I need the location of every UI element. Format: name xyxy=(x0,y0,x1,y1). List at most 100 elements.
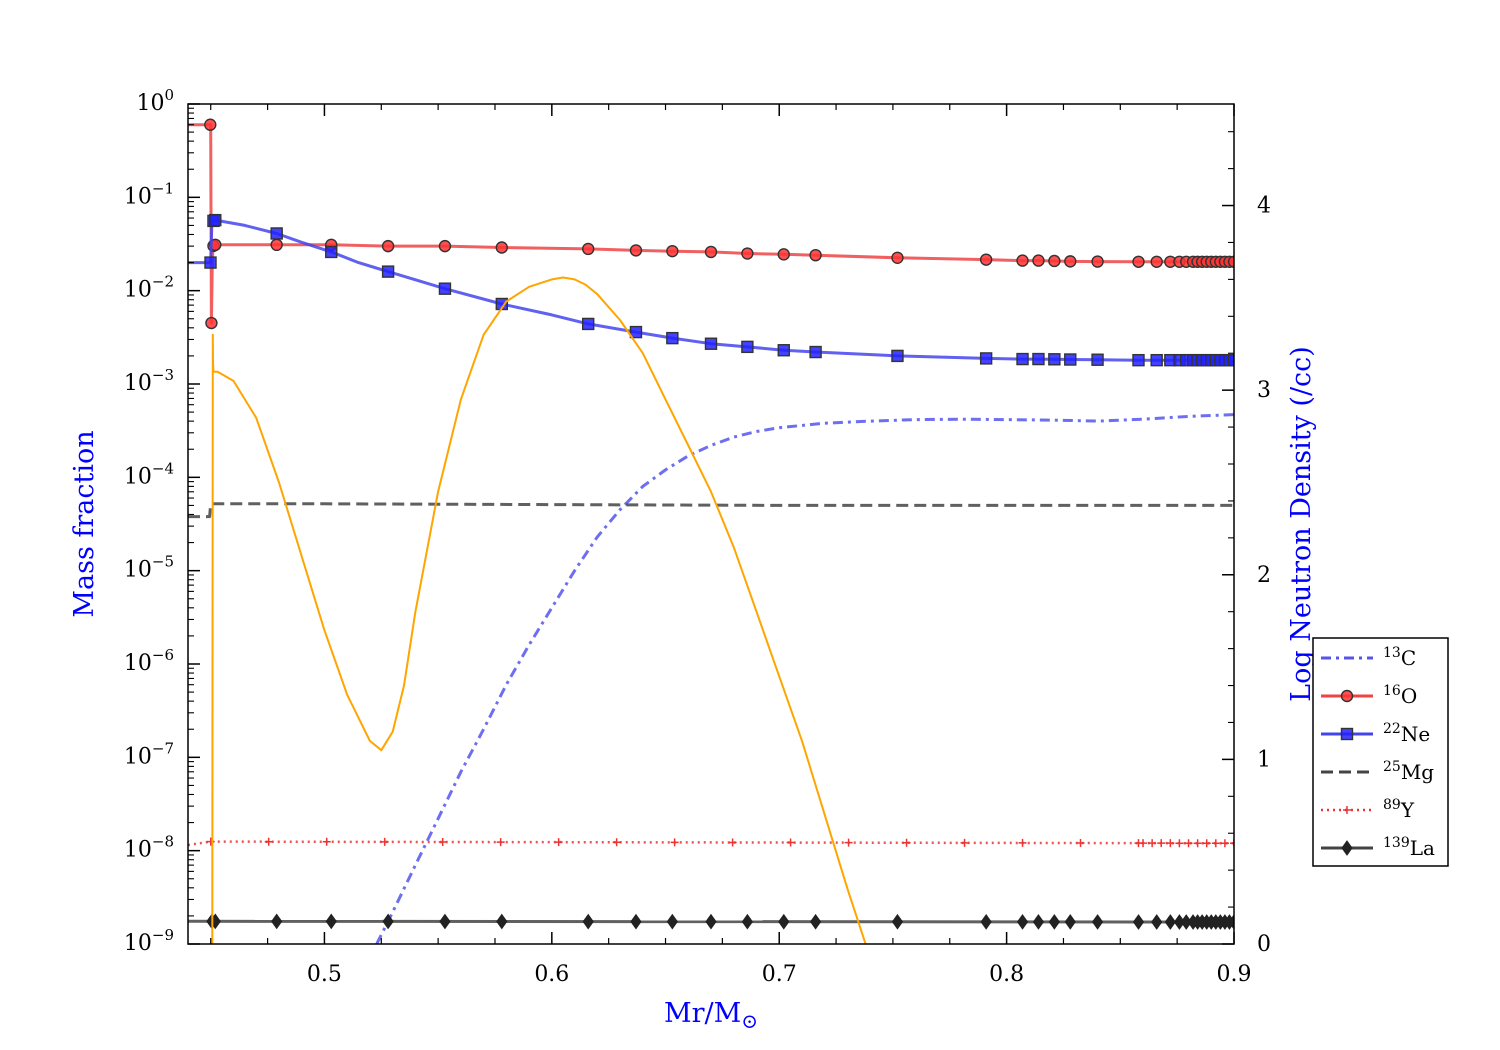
legend-entry: 139La xyxy=(1321,835,1435,860)
legend-entry: 22Ne xyxy=(1321,721,1430,746)
data-point xyxy=(1227,353,1234,367)
legend-label: 25Mg xyxy=(1383,759,1434,784)
data-point xyxy=(629,244,643,257)
data-point xyxy=(438,239,452,253)
data-point xyxy=(1091,255,1104,268)
data-point xyxy=(630,913,642,930)
data-point xyxy=(325,913,337,930)
data-point xyxy=(891,251,904,264)
data-point xyxy=(1211,839,1220,848)
data-point xyxy=(1151,914,1163,930)
data-point xyxy=(980,913,992,930)
data-point xyxy=(979,253,993,266)
data-point xyxy=(1150,255,1163,268)
x-tick-label: 0.5 xyxy=(307,962,342,987)
data-point xyxy=(270,238,283,252)
y2-axis-title: Log Neutron Density (/cc) xyxy=(1286,346,1317,702)
data-point xyxy=(777,344,790,357)
y-tick-label: 10−1 xyxy=(124,179,174,209)
y-tick-label: 10−6 xyxy=(124,646,174,676)
legend-label: 16O xyxy=(1383,683,1417,708)
series-13C xyxy=(375,413,1234,945)
data-point xyxy=(705,913,717,930)
y-tick-label: 10−5 xyxy=(124,553,174,583)
data-point xyxy=(1150,353,1163,367)
data-point xyxy=(809,913,822,930)
legend-label: 139La xyxy=(1383,835,1435,860)
y-axis-title: Mass fraction xyxy=(69,430,100,617)
legend-label: 89Y xyxy=(1383,797,1415,822)
data-point xyxy=(1157,839,1166,848)
data-point xyxy=(666,913,678,930)
y-tick-label: 10−2 xyxy=(124,273,174,303)
data-point xyxy=(902,838,911,847)
x-axis-title: Mr/M⊙ xyxy=(664,998,758,1033)
data-point xyxy=(786,838,795,847)
series-89Y xyxy=(188,837,1234,848)
data-point xyxy=(496,838,505,847)
data-point xyxy=(741,340,754,354)
data-point xyxy=(960,838,969,847)
series-25Mg xyxy=(188,502,1234,519)
y-tick-label: 10−4 xyxy=(124,459,174,489)
data-point xyxy=(1220,839,1229,848)
data-point xyxy=(382,913,394,930)
y2-tick-label: 2 xyxy=(1257,563,1271,588)
data-point xyxy=(204,256,217,269)
data-point xyxy=(1048,914,1060,930)
y-tick-label: 100 xyxy=(136,86,174,116)
legend-marker xyxy=(1340,727,1354,741)
data-point xyxy=(554,838,563,847)
data-point xyxy=(1016,914,1029,930)
series-22Ne xyxy=(188,213,1234,367)
data-point xyxy=(271,913,283,930)
data-point xyxy=(204,118,217,131)
y-tick-label: 10−8 xyxy=(124,833,174,863)
data-point xyxy=(1132,255,1145,268)
series-line xyxy=(188,840,1234,847)
data-point xyxy=(495,241,508,254)
data-point xyxy=(1076,839,1085,848)
data-point xyxy=(209,213,222,227)
data-point xyxy=(438,837,447,846)
labels-layer: 0.5 0.6 0.7 0.8 0.910010−110−210−310−410−510… xyxy=(69,86,1317,1033)
data-point xyxy=(439,913,451,930)
data-point xyxy=(778,913,790,930)
data-point xyxy=(1184,839,1193,848)
data-point xyxy=(1228,914,1234,930)
data-point xyxy=(1048,353,1061,366)
data-point xyxy=(777,248,790,261)
data-point xyxy=(264,837,273,846)
data-point xyxy=(496,913,508,930)
data-point xyxy=(629,325,643,339)
data-point xyxy=(728,838,737,847)
x-tick-label: 0.8 xyxy=(989,962,1024,987)
data-point xyxy=(1016,254,1029,267)
ticks-layer xyxy=(188,103,1235,945)
data-point xyxy=(1139,839,1148,848)
data-point xyxy=(381,239,395,253)
data-point xyxy=(1032,254,1045,267)
data-point xyxy=(1091,353,1104,366)
x-tick-label: 0.9 xyxy=(1217,962,1252,987)
series-16O xyxy=(188,118,1234,330)
legend-entry: 25Mg xyxy=(1321,759,1434,784)
y-tick-label: 10−3 xyxy=(124,366,174,396)
legend: 13C 16O 22Ne 25Mg 89Y 139La xyxy=(1312,637,1449,867)
data-point xyxy=(1032,352,1045,366)
series-layer xyxy=(188,118,1234,945)
data-point xyxy=(666,244,679,258)
data-point xyxy=(582,242,595,256)
legend-entry: 16O xyxy=(1321,683,1417,708)
data-point xyxy=(1132,914,1145,930)
data-point xyxy=(1132,353,1145,367)
data-point xyxy=(206,837,215,846)
data-point xyxy=(582,913,594,930)
plot-frame xyxy=(187,103,1235,945)
y2-tick-label: 4 xyxy=(1257,194,1271,219)
data-point xyxy=(1064,353,1077,366)
data-point xyxy=(741,247,754,260)
data-point xyxy=(979,352,993,365)
legend-marker xyxy=(1340,689,1354,703)
data-point xyxy=(1230,839,1234,848)
